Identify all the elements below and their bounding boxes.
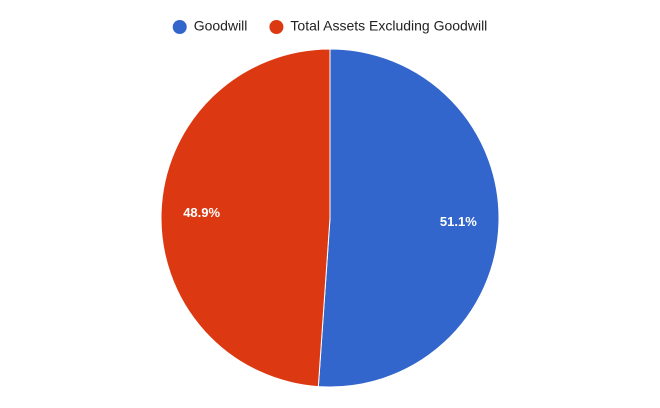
slice-label: 51.1%: [440, 214, 477, 229]
legend-marker: [269, 20, 284, 34]
legend-marker: [172, 20, 187, 34]
pie-slice: [160, 48, 331, 388]
pie-slice: [317, 48, 500, 388]
slice-label: 48.9%: [183, 205, 220, 220]
legend-label: Total Assets Excluding Goodwill: [290, 18, 487, 34]
legend: Goodwill Total Assets Excluding Goodwill: [172, 18, 487, 34]
legend-label: Goodwill: [194, 18, 248, 34]
